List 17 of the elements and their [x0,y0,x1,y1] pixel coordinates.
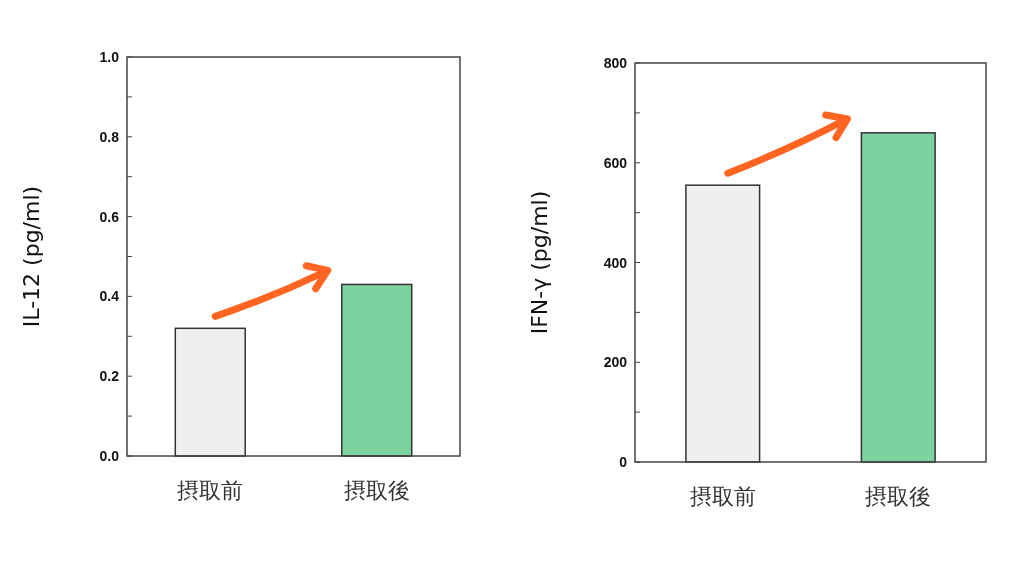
y-axis-title: IFN-γ (pg/ml) [527,190,552,335]
y-tick-label: 600 [603,154,628,171]
y-tick-label: 0.8 [99,128,120,145]
y-tick-label: 0 [619,454,628,470]
x-tick-label: 摂取後 [865,484,932,509]
x-tick-label: 摂取後 [343,478,410,503]
y-tick-label: 0.6 [99,208,120,225]
y-tick-label: 200 [603,354,628,371]
y-axis-title: IL-12 (pg/ml) [19,185,44,328]
y-tick-label: 0.2 [99,368,120,385]
y-tick-label: 0.4 [99,288,120,305]
y-tick-label: 1.0 [99,49,120,65]
y-tick-label: 0.0 [99,448,120,464]
x-tick-label: 摂取前 [177,478,244,503]
y-tick-label: 800 [603,55,628,71]
x-tick-label: 摂取前 [689,484,756,509]
y-tick-label: 400 [603,254,628,271]
